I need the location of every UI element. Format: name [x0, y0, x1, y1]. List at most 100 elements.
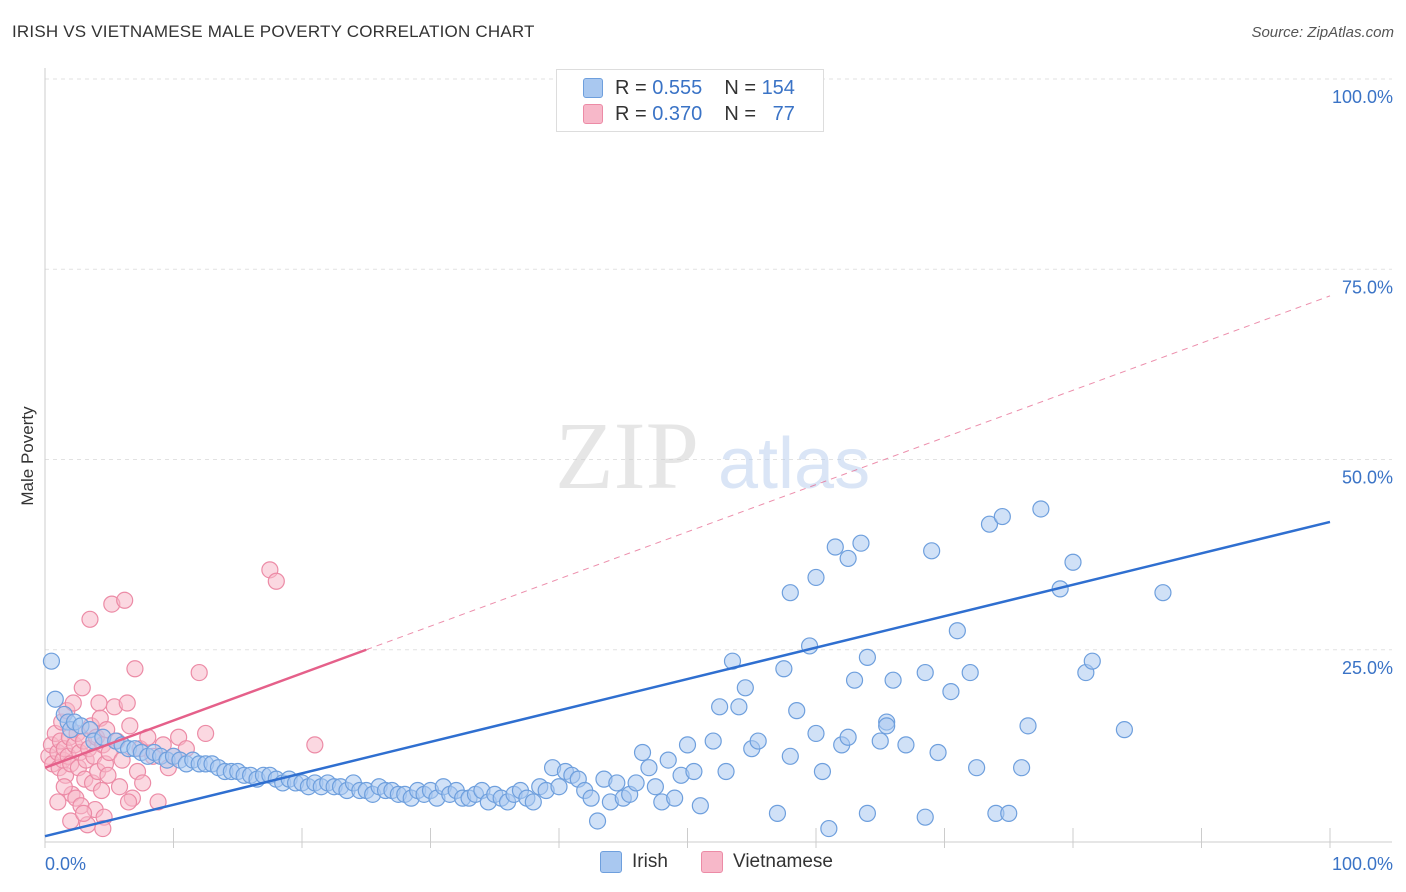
irish-point — [691, 797, 709, 815]
irish-point — [678, 736, 697, 754]
vietnamese-point — [90, 694, 108, 712]
irish-point — [807, 724, 825, 743]
irish-point — [711, 698, 729, 716]
vietnamese-point — [149, 793, 167, 811]
irish-point — [858, 804, 877, 822]
watermark-zip: ZIP — [555, 402, 699, 509]
vietnamese-point — [126, 660, 144, 678]
y-tick-label: 75.0% — [1342, 277, 1393, 297]
correlation-legend: R = 0.555 N = 154 R = 0.370 N = 77 — [556, 69, 824, 132]
irish-point — [704, 732, 722, 750]
vietnamese-point — [74, 804, 93, 822]
irish-point — [608, 774, 626, 792]
vietnamese-point — [190, 663, 208, 682]
viet-r-label: R = — [615, 102, 647, 125]
irish-points — [42, 500, 1172, 838]
vietnamese-point — [92, 781, 111, 800]
irish-point — [768, 804, 787, 822]
irish-point — [1032, 500, 1050, 518]
irish-point — [781, 584, 799, 602]
vietnamese-point — [121, 717, 139, 735]
irish-point — [646, 778, 664, 796]
irish-point — [1154, 584, 1172, 602]
viet-n-label: N = — [724, 102, 756, 125]
irish-trend-line — [44, 520, 1331, 838]
irish-point — [788, 702, 806, 720]
vietnamese-point — [306, 736, 324, 754]
vietnamese-point — [197, 724, 215, 743]
watermark-atlas: atlas — [718, 424, 870, 504]
irish-point — [666, 789, 684, 807]
irish-r-label: R = — [615, 76, 647, 99]
irish-point — [968, 759, 986, 777]
irish-point — [884, 671, 902, 689]
vietnamese-point — [134, 774, 152, 792]
vietnamese-point — [99, 766, 117, 784]
irish-point — [1064, 553, 1082, 571]
irish-point — [1000, 804, 1018, 822]
viet-r-value: 0.370 — [652, 102, 703, 125]
vietnamese-point — [49, 793, 67, 811]
irish-point — [633, 743, 652, 762]
legend-item-vietnamese: Vietnamese — [701, 851, 833, 873]
legend-irish-swatch — [600, 851, 622, 873]
legend-vietnamese-swatch — [701, 851, 723, 873]
vietnamese-point — [55, 778, 73, 796]
vietnamese-point — [64, 694, 82, 712]
irish-point — [839, 549, 857, 568]
irish-point — [929, 743, 947, 762]
irish-n-label: N = — [724, 76, 756, 99]
irish-point — [897, 736, 915, 754]
viet-n-value: 77 — [772, 102, 795, 125]
vietnamese-point — [94, 819, 112, 838]
vietnamese-point — [118, 694, 136, 712]
irish-point — [858, 648, 877, 666]
irish-point — [1019, 717, 1037, 735]
irish-point — [813, 762, 832, 781]
x-tick-label-max: 100.0% — [1332, 854, 1393, 874]
irish-point — [627, 774, 645, 792]
irish-point — [588, 812, 607, 830]
legend-vietnamese-label: Vietnamese — [733, 851, 833, 872]
x-tick-label-min: 0.0% — [45, 854, 86, 874]
irish-point — [916, 808, 934, 826]
vietnamese-point — [119, 793, 138, 811]
y-tick-label: 50.0% — [1342, 468, 1393, 488]
irish-point — [826, 538, 844, 556]
irish-point — [582, 789, 600, 807]
vietnamese-point — [267, 572, 285, 590]
source-note: Source: ZipAtlas.com — [1251, 24, 1394, 41]
irish-point — [845, 671, 864, 689]
irish-point — [736, 679, 754, 697]
series-legend: Irish Vietnamese — [0, 851, 1406, 877]
irish-point — [916, 663, 934, 682]
irish-point — [749, 732, 767, 750]
irish-point — [980, 515, 999, 533]
irish-point — [961, 663, 979, 682]
irish-point — [878, 717, 896, 735]
grid-lines — [45, 78, 1392, 651]
irish-point — [775, 660, 793, 678]
legend-row-irish: R = 0.555 N = 154 — [583, 76, 795, 100]
legend-row-vietnamese: R = 0.370 N = 77 — [583, 102, 795, 126]
vietnamese-trend-line — [44, 648, 367, 769]
irish-point — [993, 507, 1011, 526]
watermark: ZIP atlas — [555, 402, 870, 509]
irish-point — [659, 751, 677, 769]
irish-point — [781, 747, 799, 765]
irish-point — [42, 652, 61, 670]
irish-point — [717, 762, 735, 781]
irish-point — [524, 793, 542, 811]
legend-item-irish: Irish — [600, 851, 668, 873]
axes — [44, 68, 1392, 848]
irish-point — [948, 622, 966, 640]
irish-point — [46, 690, 64, 708]
tick-labels: 25.0% 50.0% 75.0% 100.0% 0.0% 100.0% — [45, 87, 1393, 874]
vietnamese-point — [81, 610, 99, 628]
vietnamese-points — [40, 561, 324, 838]
irish-point — [730, 698, 748, 716]
irish-point — [923, 542, 941, 560]
irish-point — [871, 732, 889, 750]
vietnamese-point — [110, 778, 129, 796]
